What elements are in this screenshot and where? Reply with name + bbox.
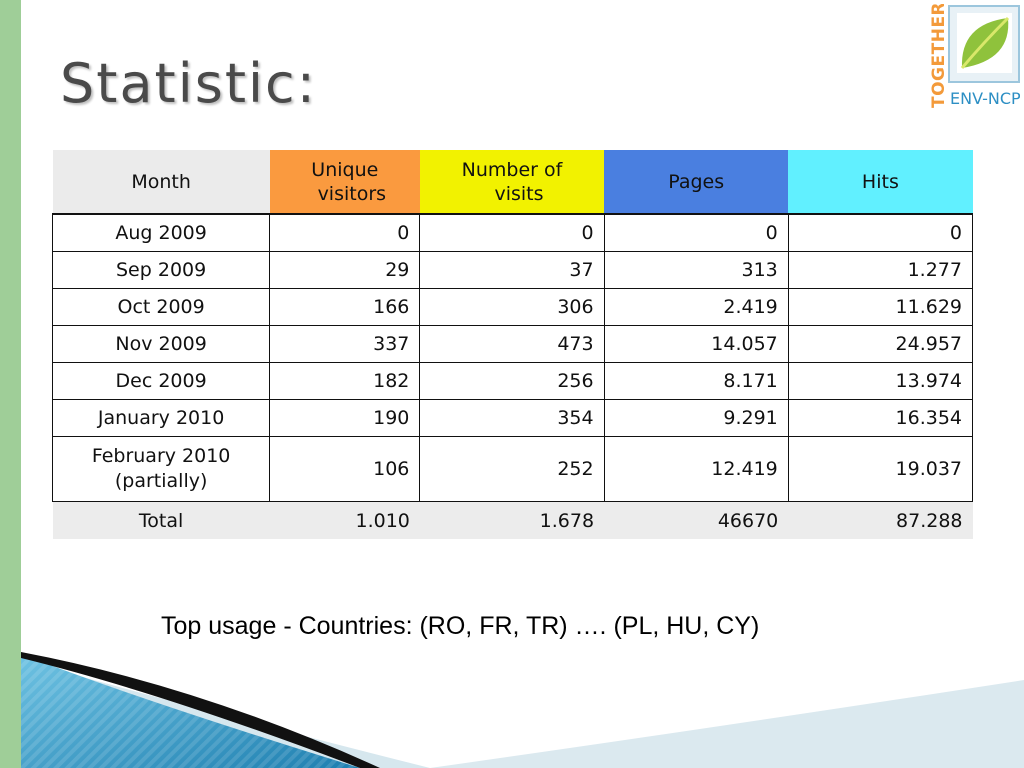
cell-visits: 0 (419, 213, 605, 252)
cell-pages: 2.419 (603, 288, 789, 326)
cell-month: Dec 2009 (51, 362, 271, 400)
table-total-row: Total 1.010 1.678 46670 87.288 (52, 501, 973, 539)
header-hits: Hits (788, 150, 973, 215)
cell-pages: 8.171 (603, 362, 789, 400)
table-row: Dec 2009 182 256 8.171 13.974 (51, 362, 974, 400)
cell-visits: 306 (419, 288, 605, 326)
cell-pages: 12.419 (603, 436, 789, 502)
decorative-swoosh (21, 652, 1024, 768)
cell-hits: 1.277 (787, 251, 974, 289)
logo-vertical-text: TOGETHER (929, 4, 949, 108)
cell-pages: 0 (603, 213, 789, 252)
env-ncp-logo: TOGETHER ENV-NCP (929, 4, 1020, 108)
total-label: Total (52, 501, 270, 539)
header-unique-line1: Unique (311, 158, 379, 181)
cell-month: January 2010 (51, 399, 271, 437)
table-row: February 2010 (partially) 106 252 12.419… (51, 436, 974, 502)
header-unique-visitors: Unique visitors (269, 150, 420, 215)
table-row: Nov 2009 337 473 14.057 24.957 (51, 325, 974, 363)
cell-pages: 313 (603, 251, 789, 289)
total-visits: 1.678 (419, 501, 605, 539)
cell-month-line2: (partially) (114, 470, 208, 492)
cell-visits: 473 (419, 325, 605, 363)
total-unique-visitors: 1.010 (269, 501, 420, 539)
cell-month: Aug 2009 (51, 213, 271, 252)
header-unique-line2: visitors (317, 182, 387, 205)
cell-unique-visitors: 182 (269, 362, 421, 400)
cell-month: February 2010 (partially) (51, 436, 271, 502)
cell-month-line1: February 2010 (91, 445, 231, 467)
header-month: Month (52, 150, 270, 215)
table-row: January 2010 190 354 9.291 16.354 (51, 399, 974, 437)
cell-visits: 37 (419, 251, 605, 289)
cell-hits: 0 (787, 213, 974, 252)
logo-text: ENV-NCP (950, 89, 1020, 108)
cell-visits: 256 (419, 362, 605, 400)
cell-pages: 9.291 (603, 399, 789, 437)
table-row: Sep 2009 29 37 313 1.277 (51, 251, 974, 289)
cell-unique-visitors: 0 (269, 213, 421, 252)
cell-hits: 13.974 (787, 362, 974, 400)
header-visits-line1: Number of (461, 158, 563, 181)
cell-visits: 252 (419, 436, 605, 502)
cell-month: Sep 2009 (51, 251, 271, 289)
cell-unique-visitors: 29 (269, 251, 421, 289)
table-row: Aug 2009 0 0 0 0 (51, 213, 974, 252)
table-row: Oct 2009 166 306 2.419 11.629 (51, 288, 974, 326)
slide-title: Statistic: (60, 52, 317, 115)
cell-unique-visitors: 337 (269, 325, 421, 363)
cell-hits: 16.354 (787, 399, 974, 437)
cell-unique-visitors: 166 (269, 288, 421, 326)
cell-unique-visitors: 190 (269, 399, 421, 437)
cell-month: Nov 2009 (51, 325, 271, 363)
total-pages: 46670 (604, 501, 789, 539)
cell-month: Oct 2009 (51, 288, 271, 326)
cell-hits: 24.957 (787, 325, 974, 363)
cell-unique-visitors: 106 (269, 436, 421, 502)
cell-hits: 11.629 (787, 288, 974, 326)
cell-visits: 354 (419, 399, 605, 437)
statistics-table: Month Unique visitors Number of visits P… (51, 150, 974, 539)
header-visits-line2: visits (494, 182, 544, 205)
left-accent-bar (0, 0, 21, 768)
total-hits: 87.288 (788, 501, 973, 539)
cell-pages: 14.057 (603, 325, 789, 363)
cell-hits: 19.037 (787, 436, 974, 502)
table-header-row: Month Unique visitors Number of visits P… (52, 150, 973, 215)
header-number-of-visits: Number of visits (419, 150, 605, 215)
top-usage-note: Top usage - Countries: (RO, FR, TR) …. (… (161, 612, 760, 640)
header-pages: Pages (604, 150, 789, 215)
